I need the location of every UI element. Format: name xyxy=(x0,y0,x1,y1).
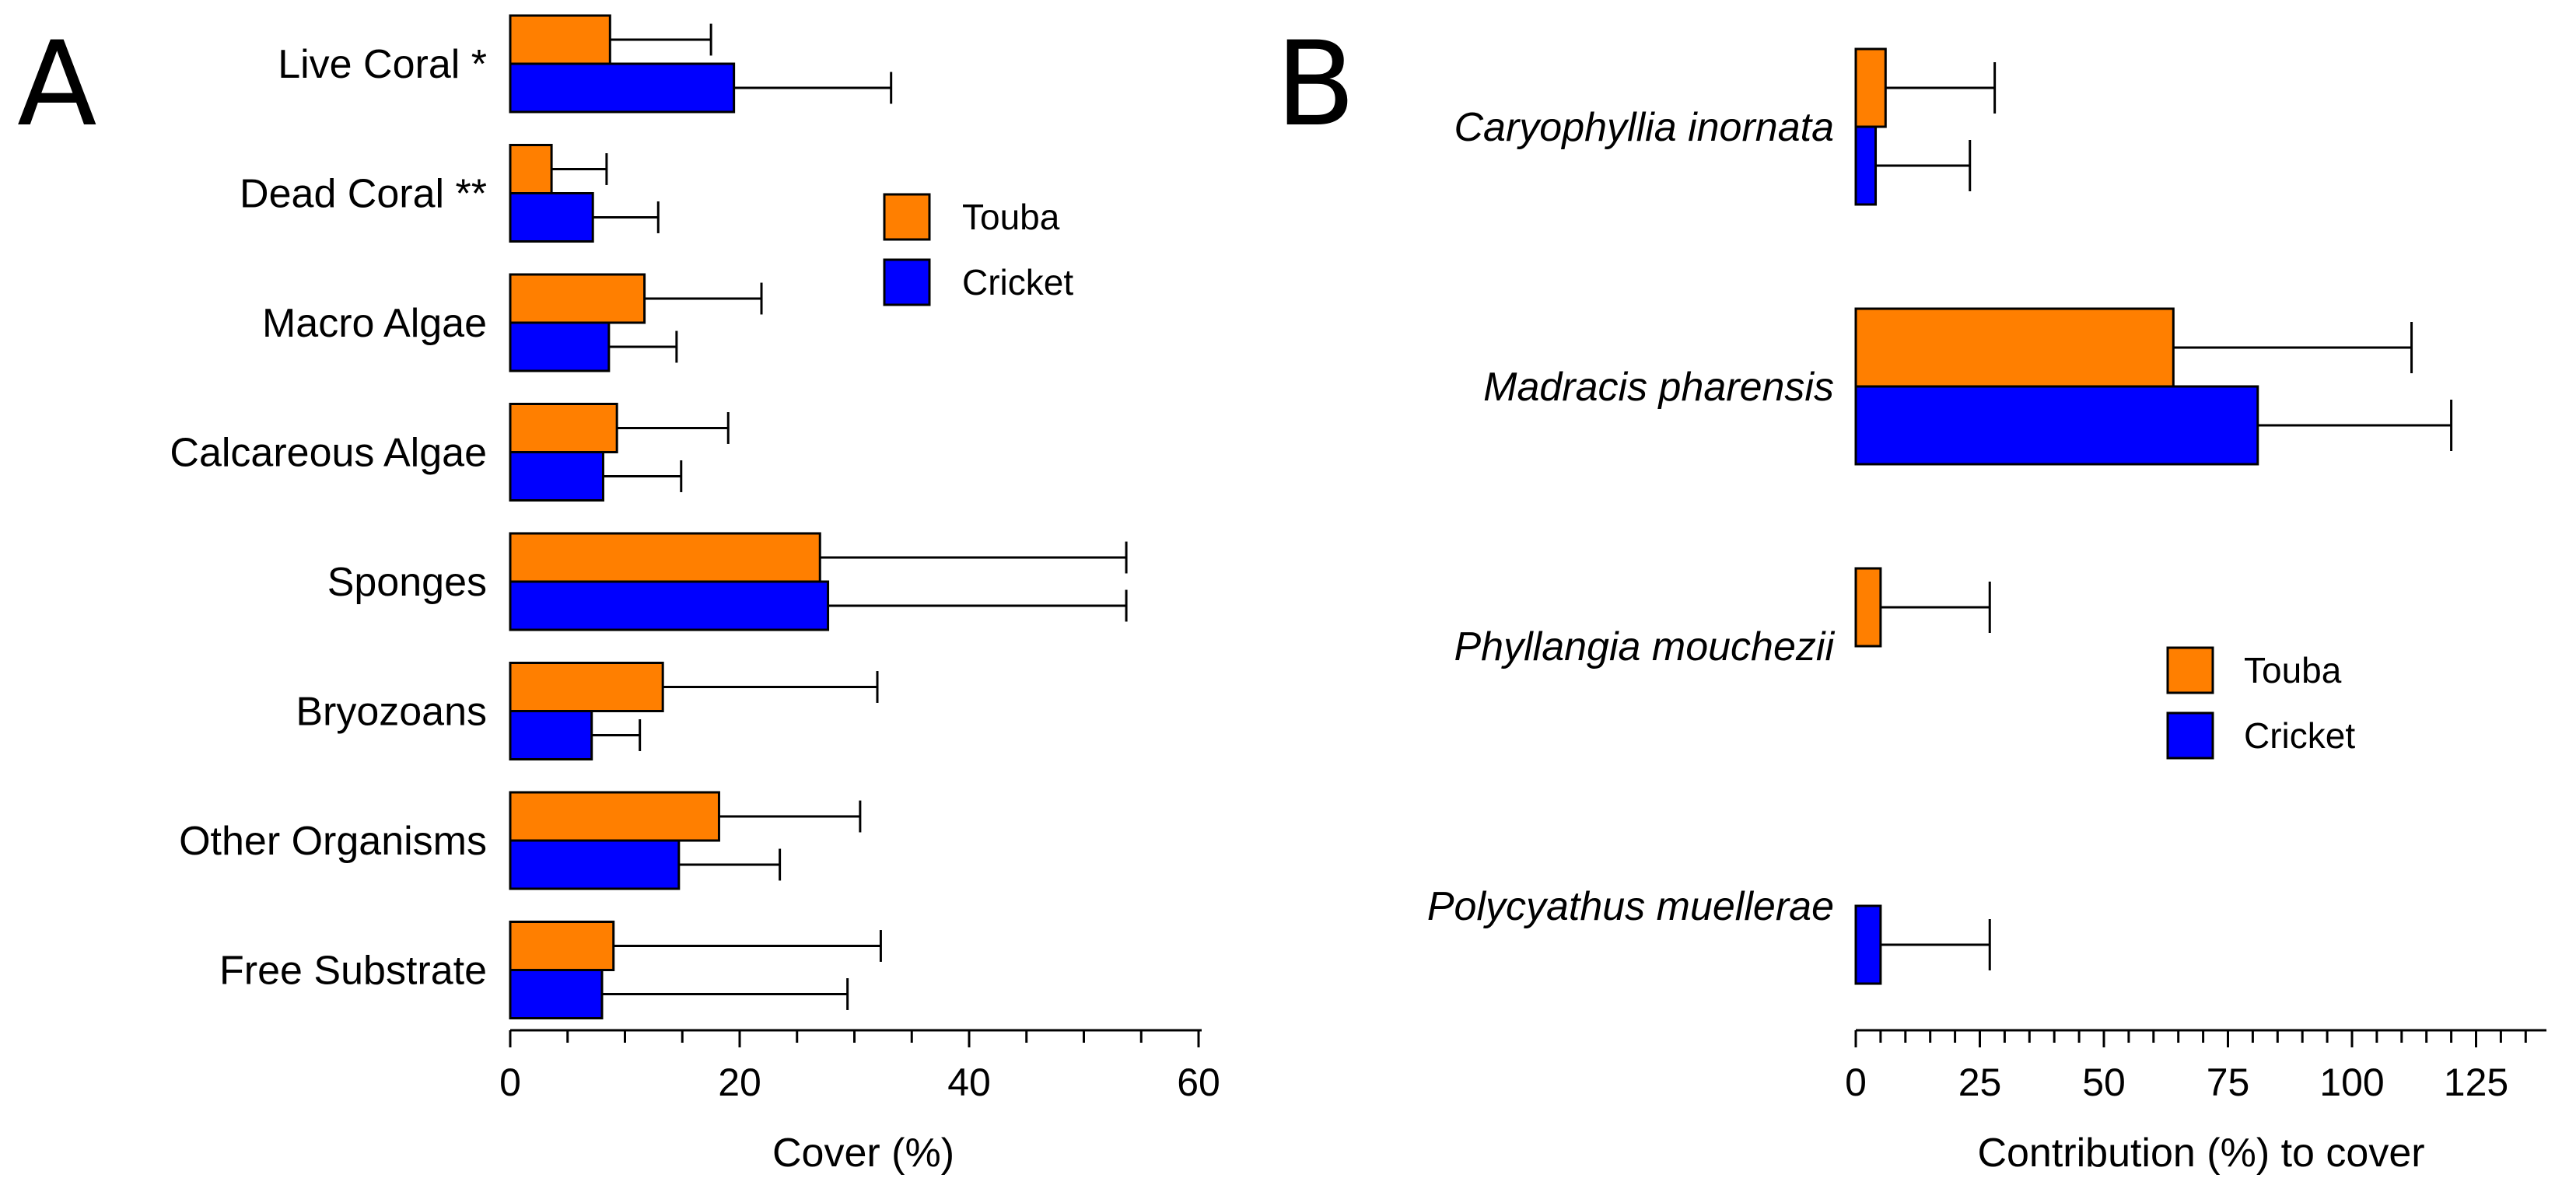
category-label-a-0: Live Coral * xyxy=(278,42,487,87)
bar-b-touba-0 xyxy=(1854,47,1887,128)
bar-b-cricket-3 xyxy=(1854,904,1882,985)
legend-swatch-b-cricket xyxy=(2166,711,2214,760)
bar-a-cricket-2 xyxy=(509,321,611,372)
bar-b-cricket-0 xyxy=(1854,125,1878,206)
legend-swatch-a-cricket xyxy=(883,258,931,306)
x-tick-label-a-1: 20 xyxy=(718,1061,761,1104)
x-tick-label-a-3: 60 xyxy=(1177,1061,1220,1104)
category-label-b-0: Caryophyllia inornata xyxy=(1454,105,1835,150)
bar-a-cricket-3 xyxy=(509,451,604,502)
x-tick-label-b-5: 125 xyxy=(2444,1061,2508,1104)
x-axis-title-b: Contribution (%) to cover xyxy=(1977,1131,2424,1176)
bar-a-touba-3 xyxy=(509,403,618,453)
legend-swatch-b-touba xyxy=(2166,646,2214,694)
bar-a-cricket-5 xyxy=(509,710,593,760)
bar-a-cricket-0 xyxy=(509,62,736,114)
bar-a-touba-0 xyxy=(509,14,611,65)
chart-panel-b: Caryophyllia inornata Madracis pharensis P… xyxy=(1427,47,2546,1176)
x-tick-label-b-1: 25 xyxy=(1958,1061,2002,1104)
x-tick-label-a-2: 40 xyxy=(947,1061,991,1104)
category-label-a-2: Macro Algae xyxy=(262,301,487,346)
legend-label-a-touba: Touba xyxy=(962,197,1060,237)
x-axis-title-a: Cover (%) xyxy=(772,1131,954,1176)
chart-panel-a: Live Coral * Dead Coral ** Macro Algae Calc… xyxy=(170,14,1220,1176)
x-tick-label-a-0: 0 xyxy=(499,1061,521,1104)
bar-a-touba-1 xyxy=(509,144,553,194)
category-label-a-4: Sponges xyxy=(327,560,487,605)
category-label-b-3: Polycyathus muellerae xyxy=(1427,884,1834,929)
bar-b-touba-1 xyxy=(1854,307,2175,388)
x-tick-label-b-4: 100 xyxy=(2319,1061,2384,1104)
panel-letter-a: A xyxy=(17,17,97,152)
bar-a-cricket-6 xyxy=(509,839,681,890)
category-label-a-7: Free Substrate xyxy=(219,949,487,994)
category-label-a-6: Other Organisms xyxy=(179,819,487,864)
x-tick-label-b-0: 0 xyxy=(1845,1061,1867,1104)
bar-b-touba-2 xyxy=(1854,567,1882,648)
bar-a-touba-2 xyxy=(509,273,646,324)
bar-a-touba-7 xyxy=(509,921,615,971)
bar-a-cricket-7 xyxy=(509,969,604,1019)
legend-swatch-a-touba xyxy=(883,193,931,241)
bar-b-cricket-1 xyxy=(1854,385,2259,466)
bar-a-touba-6 xyxy=(509,791,720,842)
bar-a-cricket-4 xyxy=(509,580,830,631)
x-tick-label-b-3: 75 xyxy=(2207,1061,2250,1104)
legend-label-b-cricket: Cricket xyxy=(2244,715,2355,756)
legend-label-a-cricket: Cricket xyxy=(962,262,1073,302)
legend-label-b-touba: Touba xyxy=(2244,650,2342,690)
category-label-a-1: Dead Coral ** xyxy=(240,172,487,217)
bar-a-touba-4 xyxy=(509,532,821,583)
category-label-b-1: Madracis pharensis xyxy=(1483,365,1834,410)
panel-letter-b: B xyxy=(1276,17,1356,152)
x-tick-label-b-2: 50 xyxy=(2082,1061,2126,1104)
bar-a-touba-5 xyxy=(509,662,664,712)
bar-a-cricket-1 xyxy=(509,192,594,243)
category-label-b-2: Phyllangia mouchezii xyxy=(1454,624,1836,669)
category-label-a-5: Bryozoans xyxy=(296,690,487,735)
category-label-a-3: Calcareous Algae xyxy=(170,431,487,476)
